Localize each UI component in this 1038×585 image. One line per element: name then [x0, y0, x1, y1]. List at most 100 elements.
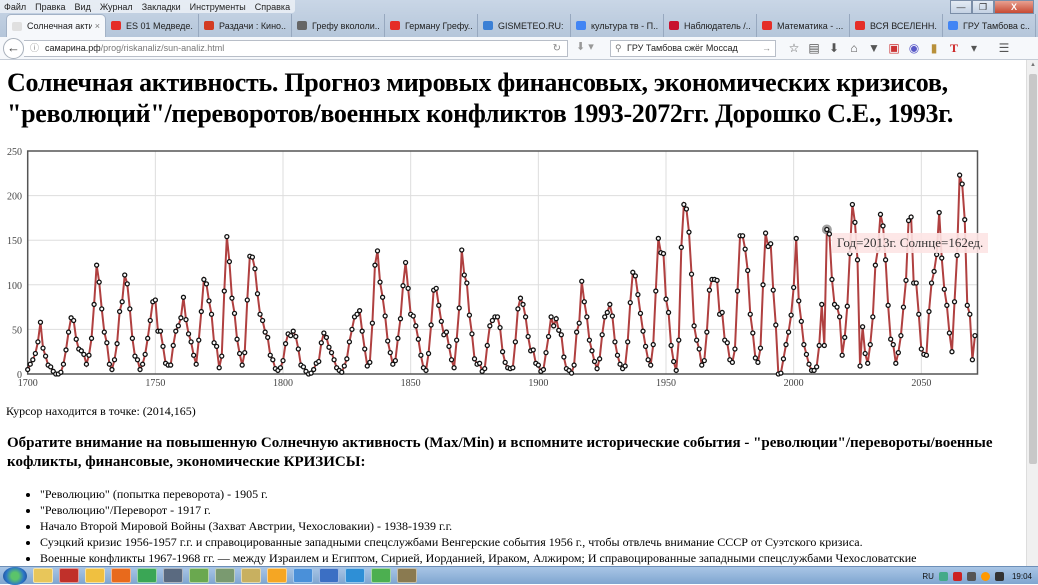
globe-icon[interactable]: ◉: [908, 41, 920, 55]
scroll-thumb[interactable]: [1029, 74, 1037, 464]
taskbar-app-icon[interactable]: [293, 568, 313, 583]
hamburger-menu-icon[interactable]: ☰: [998, 41, 1010, 55]
data-point: [755, 359, 761, 366]
y-tick-label: 250: [7, 147, 22, 158]
data-point: [824, 226, 830, 233]
menu-item[interactable]: Инструменты: [189, 2, 246, 12]
tab[interactable]: культура тв - П...: [571, 14, 664, 37]
info-icon[interactable]: ⓘ: [30, 43, 40, 53]
extension-icon[interactable]: ▣: [888, 41, 900, 55]
data-point: [683, 206, 690, 212]
tab[interactable]: Солнечная акти...×: [6, 14, 106, 37]
taskbar-app-icon[interactable]: [215, 568, 235, 583]
maximize-button[interactable]: ❐: [972, 0, 994, 14]
network-icon[interactable]: [938, 571, 948, 581]
data-point: [119, 299, 125, 305]
menu-item[interactable]: Правка: [35, 2, 66, 12]
reload-icon[interactable]: ↻: [552, 43, 561, 54]
window-controls: — ❐ X: [950, 0, 1034, 14]
data-point: [290, 328, 296, 334]
tab[interactable]: ГРУ Тамбова с...: [943, 14, 1036, 37]
data-point: [339, 369, 345, 375]
data-point: [392, 357, 399, 364]
taskbar-app-icon[interactable]: [267, 568, 287, 583]
taskbar-app-icon[interactable]: [241, 568, 261, 583]
tab[interactable]: Наблюдатель /...: [664, 14, 757, 37]
sunspot-chart[interactable]: 0 50 100 150 200 250 1700 1750 1800 1850 1900 1950 2…: [0, 145, 1000, 395]
data-point: [193, 361, 199, 367]
downloads-icon[interactable]: ⬇: [828, 41, 840, 55]
taskbar-app-icon[interactable]: [85, 568, 105, 583]
data-point: [852, 219, 858, 226]
tab[interactable]: Математика - ...: [757, 14, 850, 37]
menu-item[interactable]: Закладки: [141, 2, 181, 12]
tab[interactable]: Раздачи : Кино...: [199, 14, 292, 37]
taskbar-app-icon[interactable]: [59, 568, 79, 583]
taskbar-app-icon[interactable]: [345, 568, 365, 583]
taskbar-app-icon[interactable]: [189, 568, 209, 583]
translate-icon[interactable]: T: [949, 41, 958, 55]
data-point: [653, 288, 659, 294]
clipboard-icon[interactable]: ▤: [808, 41, 820, 55]
data-point: [862, 350, 868, 357]
data-point: [714, 277, 720, 283]
vertical-scrollbar[interactable]: ▲: [1026, 60, 1038, 566]
data-point: [967, 311, 973, 317]
data-point: [484, 342, 490, 349]
home-icon[interactable]: ⌂: [850, 41, 858, 55]
tab[interactable]: Герману Грефу...: [385, 14, 478, 37]
data-point: [627, 299, 633, 306]
data-point: [520, 301, 526, 308]
tab[interactable]: ES 01 Медведе...: [106, 14, 199, 37]
tab[interactable]: GISMETEO.RU: Г...: [478, 14, 571, 37]
favicon-icon: [12, 21, 22, 31]
start-button[interactable]: [3, 566, 27, 585]
taskbar-app-icon[interactable]: [111, 568, 131, 583]
language-indicator[interactable]: RU: [922, 571, 934, 581]
search-go-icon[interactable]: →: [762, 43, 771, 53]
data-point: [545, 333, 552, 340]
taskbar-app-icon[interactable]: [397, 568, 417, 583]
clock[interactable]: 19:04: [1011, 571, 1032, 581]
notes-icon[interactable]: ▮: [930, 41, 938, 55]
data-point: [203, 281, 210, 287]
scroll-up-arrow-icon[interactable]: ▲: [1030, 62, 1036, 68]
y-tick-label: 150: [7, 236, 22, 247]
navigation-bar: ← ⓘ самарина.рф/prog/riskanaliz/sun-anali…: [0, 37, 1038, 60]
minimize-button[interactable]: —: [950, 0, 972, 14]
search-input[interactable]: ⚲ ГРУ Тамбова сжёг Моссад →: [610, 40, 776, 57]
data-point: [941, 286, 947, 292]
tab[interactable]: ВСЯ ВСЕЛЕНН...: [850, 14, 943, 37]
taskbar-app-icon[interactable]: [137, 568, 157, 583]
antivirus-icon[interactable]: [952, 571, 962, 581]
tab-close-icon[interactable]: ×: [94, 21, 100, 31]
data-point: [811, 367, 817, 374]
taskbar-app-icon[interactable]: [163, 568, 183, 583]
search-value: ГРУ Тамбова сжёг Моссад: [627, 43, 738, 53]
taskbar-app-icon[interactable]: [371, 568, 391, 583]
back-button[interactable]: ←: [3, 38, 24, 59]
update-icon[interactable]: [980, 571, 990, 581]
bookmark-star-icon[interactable]: ☆: [788, 41, 800, 55]
download-dropdown-icon[interactable]: ⬇ ▾: [576, 41, 594, 53]
dropdown-icon[interactable]: ▾: [970, 41, 978, 55]
taskbar-app-icon[interactable]: [33, 568, 53, 583]
data-point: [216, 365, 222, 371]
x-tick-label: 1900: [528, 378, 548, 389]
tab[interactable]: Грефу вкололи...: [292, 14, 385, 37]
menu-item[interactable]: Вид: [74, 2, 91, 12]
y-tick-label: 200: [7, 192, 22, 203]
flag-icon[interactable]: [994, 571, 1004, 581]
taskbar-app-icon[interactable]: [319, 568, 339, 583]
data-point: [494, 314, 501, 320]
pocket-icon[interactable]: ▼: [868, 41, 880, 55]
data-point: [724, 340, 730, 346]
address-bar[interactable]: ⓘ самарина.рф/prog/riskanaliz/sun-analiz.…: [24, 40, 568, 57]
menu-item[interactable]: Журнал: [99, 2, 133, 12]
volume-icon[interactable]: [966, 571, 976, 581]
data-point: [71, 317, 77, 324]
menu-item[interactable]: Справка: [254, 2, 291, 12]
menu-item[interactable]: Файл: [4, 2, 27, 12]
close-button[interactable]: X: [994, 0, 1034, 14]
data-point: [865, 360, 871, 366]
